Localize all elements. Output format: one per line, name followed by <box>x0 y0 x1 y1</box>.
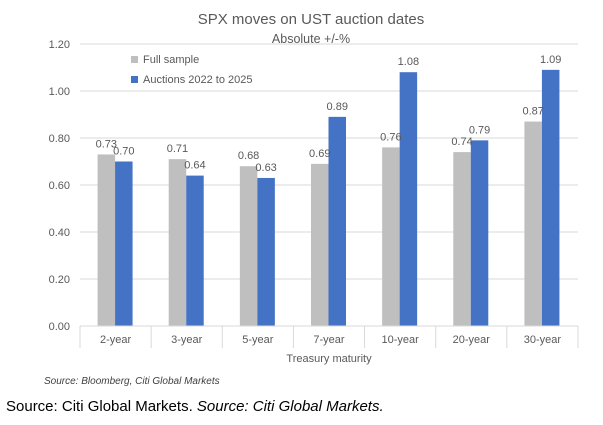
y-tick-label: 0.00 <box>49 321 70 333</box>
x-tick-label: 7-year <box>313 334 345 346</box>
bar-auctions-2022-2025 <box>541 69 560 326</box>
y-tick-label: 0.40 <box>49 227 70 239</box>
data-label: 0.74 <box>451 136 472 148</box>
x-axis: 2-year 3-year 5-year 7-year 10-year 20-year 30… <box>79 325 579 348</box>
data-label: 0.69 <box>309 148 330 160</box>
bar-full-sample <box>311 163 329 326</box>
x-tick-label: 2-year <box>100 334 132 346</box>
page-footer: Source: Citi Global Markets. Source: Cit… <box>6 398 384 415</box>
legend-swatch <box>131 76 138 83</box>
data-label: 1.09 <box>540 54 561 66</box>
y-tick-label: 0.20 <box>49 274 70 286</box>
legend-swatch <box>131 56 138 63</box>
data-labels: 0.73 0.71 0.68 0.69 0.76 0.74 0.87 0.70 0.64 0.63… <box>96 54 562 174</box>
legend-label: Full sample <box>143 54 199 66</box>
legend: Full sample Auctions 2022 to 2025 <box>131 54 252 86</box>
bar-auctions-2022-2025 <box>115 161 133 326</box>
bar-full-sample <box>168 159 187 326</box>
data-label: 0.68 <box>238 150 259 162</box>
bar-auctions-2022-2025 <box>257 177 275 326</box>
y-tick-label: 0.60 <box>49 180 70 192</box>
bar-full-sample <box>239 166 258 326</box>
data-label: 0.87 <box>522 106 543 118</box>
data-label: 0.70 <box>113 146 134 158</box>
data-label: 0.79 <box>469 124 490 136</box>
chart-source-note: Source: Bloomberg, Citi Global Markets <box>44 376 220 387</box>
bar-full-sample <box>97 154 116 326</box>
x-axis-title: Treasury maturity <box>286 353 372 365</box>
footer-source-italic: Source: Citi Global Markets. <box>196 398 384 415</box>
data-label: 1.08 <box>398 56 419 68</box>
bars <box>97 69 560 326</box>
x-tick-label: 20-year <box>453 334 491 346</box>
legend-label: Auctions 2022 to 2025 <box>143 74 252 86</box>
bar-auctions-2022-2025 <box>399 72 418 326</box>
bar-chart: SPX moves on UST auction dates Absolute … <box>44 11 579 387</box>
bar-auctions-2022-2025 <box>186 175 204 326</box>
data-label: 0.76 <box>380 131 401 143</box>
y-tick-label: 1.00 <box>49 86 70 98</box>
footer-source: Source: Citi Global Markets. <box>6 398 193 415</box>
data-label: 0.63 <box>255 162 276 174</box>
y-axis-ticks: 0.00 0.20 0.40 0.60 0.80 1.00 1.20 <box>49 39 70 333</box>
chart-title: SPX moves on UST auction dates <box>198 11 425 28</box>
y-tick-label: 0.80 <box>49 133 70 145</box>
bar-full-sample <box>453 152 471 326</box>
bar-auctions-2022-2025 <box>470 140 489 326</box>
chart-area: SPX moves on UST auction dates Absolute … <box>44 11 579 387</box>
bar-auctions-2022-2025 <box>328 116 346 326</box>
bar-full-sample <box>382 147 400 326</box>
y-tick-label: 1.20 <box>49 39 70 51</box>
data-label: 0.71 <box>167 143 188 155</box>
bar-full-sample <box>524 121 542 326</box>
chart-subtitle: Absolute +/-% <box>272 32 350 46</box>
data-label: 0.89 <box>327 101 348 113</box>
x-tick-label: 3-year <box>171 334 203 346</box>
x-tick-label: 10-year <box>381 334 419 346</box>
data-label: 0.64 <box>184 160 205 172</box>
x-tick-label: 5-year <box>242 334 274 346</box>
x-tick-label: 30-year <box>524 334 562 346</box>
data-label: 0.73 <box>96 138 117 150</box>
